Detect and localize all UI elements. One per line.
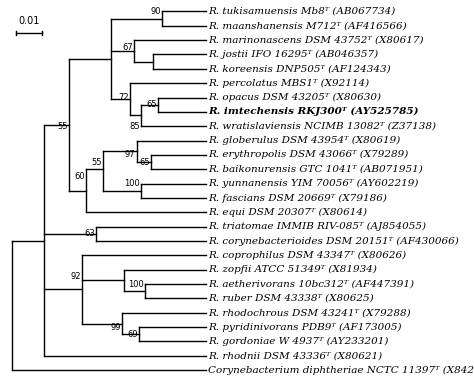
Text: R. rhodochrous DSM 43241ᵀ (X79288): R. rhodochrous DSM 43241ᵀ (X79288) [209, 308, 411, 317]
Text: R. yunnanensis YIM 70056ᵀ (AY602219): R. yunnanensis YIM 70056ᵀ (AY602219) [209, 179, 419, 188]
Text: R. equi DSM 20307ᵀ (X80614): R. equi DSM 20307ᵀ (X80614) [209, 208, 367, 217]
Text: R. globerulus DSM 43954ᵀ (X80619): R. globerulus DSM 43954ᵀ (X80619) [209, 136, 401, 145]
Text: R. rhodnii DSM 43336ᵀ (X80621): R. rhodnii DSM 43336ᵀ (X80621) [209, 351, 383, 360]
Text: 100: 100 [124, 179, 140, 188]
Text: R. koreensis DNP505ᵀ (AF124343): R. koreensis DNP505ᵀ (AF124343) [209, 64, 391, 73]
Text: 55: 55 [91, 157, 102, 167]
Text: R. triatomae IMMIB RIV-085ᵀ (AJ854055): R. triatomae IMMIB RIV-085ᵀ (AJ854055) [209, 222, 426, 231]
Text: R. gordoniae W 4937ᵀ (AY233201): R. gordoniae W 4937ᵀ (AY233201) [209, 337, 389, 346]
Text: 97: 97 [125, 151, 136, 159]
Text: R. imtechensis RKJ300ᵀ (AY525785): R. imtechensis RKJ300ᵀ (AY525785) [209, 107, 419, 116]
Text: R. wratislaviensis NCIMB 13082ᵀ (Z37138): R. wratislaviensis NCIMB 13082ᵀ (Z37138) [209, 122, 437, 131]
Text: R. coprophilus DSM 43347ᵀ (X80626): R. coprophilus DSM 43347ᵀ (X80626) [209, 251, 407, 260]
Text: 67: 67 [123, 43, 133, 52]
Text: R. opacus DSM 43205ᵀ (X80630): R. opacus DSM 43205ᵀ (X80630) [209, 93, 382, 102]
Text: 0.01: 0.01 [18, 16, 39, 26]
Text: 65: 65 [146, 100, 156, 109]
Text: R. erythropolis DSM 43066ᵀ (X79289): R. erythropolis DSM 43066ᵀ (X79289) [209, 151, 409, 159]
Text: 100: 100 [128, 280, 144, 288]
Text: R. marinonascens DSM 43752ᵀ (X80617): R. marinonascens DSM 43752ᵀ (X80617) [209, 36, 424, 45]
Text: R. fascians DSM 20669ᵀ (X79186): R. fascians DSM 20669ᵀ (X79186) [209, 193, 387, 203]
Text: 60: 60 [74, 172, 85, 181]
Text: 63: 63 [85, 229, 95, 238]
Text: 92: 92 [70, 272, 81, 282]
Text: 65: 65 [140, 157, 150, 167]
Text: 55: 55 [57, 122, 68, 131]
Text: R. corynebacterioides DSM 20151ᵀ (AF430066): R. corynebacterioides DSM 20151ᵀ (AF4300… [209, 236, 459, 246]
Text: R. percolatus MBS1ᵀ (X92114): R. percolatus MBS1ᵀ (X92114) [209, 79, 369, 88]
Text: 99: 99 [110, 322, 121, 332]
Text: R. baikonurensis GTC 1041ᵀ (AB071951): R. baikonurensis GTC 1041ᵀ (AB071951) [209, 165, 423, 174]
Text: R. aetherivorans 10bc312ᵀ (AF447391): R. aetherivorans 10bc312ᵀ (AF447391) [209, 280, 414, 288]
Text: R. zopfii ATCC 51349ᵀ (X81934): R. zopfii ATCC 51349ᵀ (X81934) [209, 265, 377, 274]
Text: R. tukisamuensis Mb8ᵀ (AB067734): R. tukisamuensis Mb8ᵀ (AB067734) [209, 7, 396, 16]
Text: 90: 90 [150, 7, 161, 16]
Text: R. pyridinivorans PDB9ᵀ (AF173005): R. pyridinivorans PDB9ᵀ (AF173005) [209, 322, 402, 332]
Text: R. maanshanensis M712ᵀ (AF416566): R. maanshanensis M712ᵀ (AF416566) [209, 21, 407, 30]
Text: 69: 69 [127, 330, 137, 339]
Text: 72: 72 [118, 93, 129, 102]
Text: 85: 85 [129, 122, 140, 131]
Text: Corynebacterium diphtheriae NCTC 11397ᵀ (X84248): Corynebacterium diphtheriae NCTC 11397ᵀ … [209, 365, 474, 375]
Text: R. jostii IFO 16295ᵀ (AB046357): R. jostii IFO 16295ᵀ (AB046357) [209, 50, 378, 59]
Text: R. ruber DSM 43338ᵀ (X80625): R. ruber DSM 43338ᵀ (X80625) [209, 294, 374, 303]
